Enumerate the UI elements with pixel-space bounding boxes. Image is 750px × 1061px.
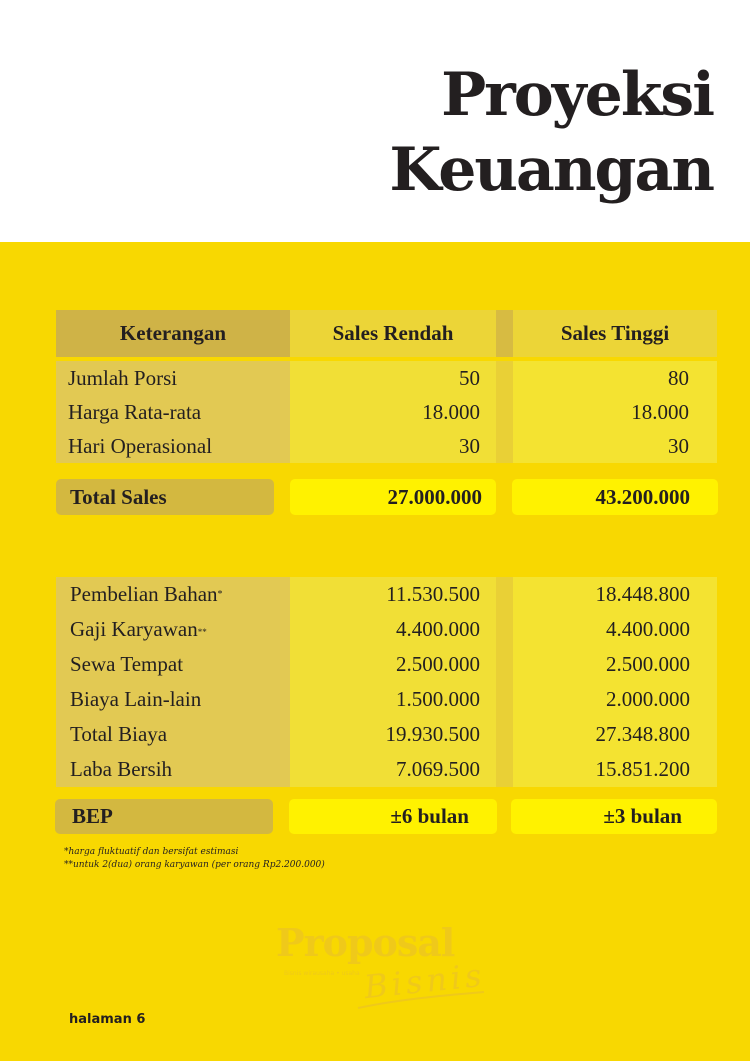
total-sales-rendah: 27.000.000 [290,479,496,515]
footnotes: *harga fluktuatif dan bersifat estimasi … [64,846,325,872]
row-value-rendah: 1.500.000 [290,682,496,717]
row-value-tinggi: 2.500.000 [513,647,717,682]
row-divider [496,395,513,429]
row-label: Total Biaya [56,717,290,752]
row-value-rendah: 30 [290,429,496,463]
footnote-mark: ** [197,627,207,637]
footnote: *harga fluktuatif dan bersifat estimasi [64,847,239,857]
row-value-tinggi: 4.400.000 [513,612,717,647]
row-value-rendah: 11.530.500 [290,577,496,612]
row-value-rendah: 7.069.500 [290,752,496,787]
brand-logo-tagline: Bisnis wirausaha • usaha [284,970,360,977]
row-label: Harga Rata-rata [56,395,290,429]
page-number: halaman 6 [69,1012,146,1027]
header-sales-rendah: Sales Rendah [290,310,496,357]
row-value-tinggi: 15.851.200 [513,752,717,787]
row-value-tinggi: 30 [513,429,717,463]
footnote: **untuk 2(dua) orang karyawan (per orang… [64,860,325,870]
total-sales-tinggi: 43.200.000 [512,479,718,515]
header-keterangan: Keterangan [56,310,290,357]
total-sales-label: Total Sales [56,479,274,515]
row-label: Biaya Lain-lain [56,682,290,717]
bep-tinggi: ±3 bulan [511,799,717,834]
row-divider [496,577,513,612]
header-area: Proyeksi Keuangan [0,0,750,242]
row-divider [496,717,513,752]
brand-logo: Proposal Bisnis wirausaha • usaha Bisnis [276,920,496,1020]
row-divider [496,361,513,395]
row-value-rendah: 19.930.500 [290,717,496,752]
row-divider [496,682,513,717]
row-divider [496,429,513,463]
row-label-text: Pembelian Bahan [70,582,218,606]
row-value-tinggi: 2.000.000 [513,682,717,717]
row-label: Hari Operasional [56,429,290,463]
row-divider [496,612,513,647]
row-value-rendah: 4.400.000 [290,612,496,647]
header-sales-tinggi: Sales Tinggi [513,310,717,357]
row-value-rendah: 2.500.000 [290,647,496,682]
bep-label: BEP [55,799,273,834]
page-title-line2: Keuangan [389,135,715,205]
bep-rendah: ±6 bulan [289,799,497,834]
row-divider [496,752,513,787]
row-label: Sewa Tempat [56,647,290,682]
row-value-tinggi: 18.000 [513,395,717,429]
row-label-text: Gaji Karyawan [70,617,198,641]
row-value-tinggi: 80 [513,361,717,395]
row-value-tinggi: 27.348.800 [513,717,717,752]
row-label: Pembelian Bahan * [56,577,290,612]
row-label: Jumlah Porsi [56,361,290,395]
swoosh-icon [357,991,485,1009]
row-label: Laba Bersih [56,752,290,787]
page-title: Proyeksi Keuangan [389,58,715,208]
footnote-mark: * [217,588,223,600]
row-divider [496,647,513,682]
page-title-line1: Proyeksi [441,60,715,130]
row-label: Gaji Karyawan ** [56,612,290,647]
brand-logo-main: Proposal [276,920,455,965]
header-divider [496,310,513,357]
row-value-tinggi: 18.448.800 [513,577,717,612]
row-value-rendah: 50 [290,361,496,395]
row-value-rendah: 18.000 [290,395,496,429]
